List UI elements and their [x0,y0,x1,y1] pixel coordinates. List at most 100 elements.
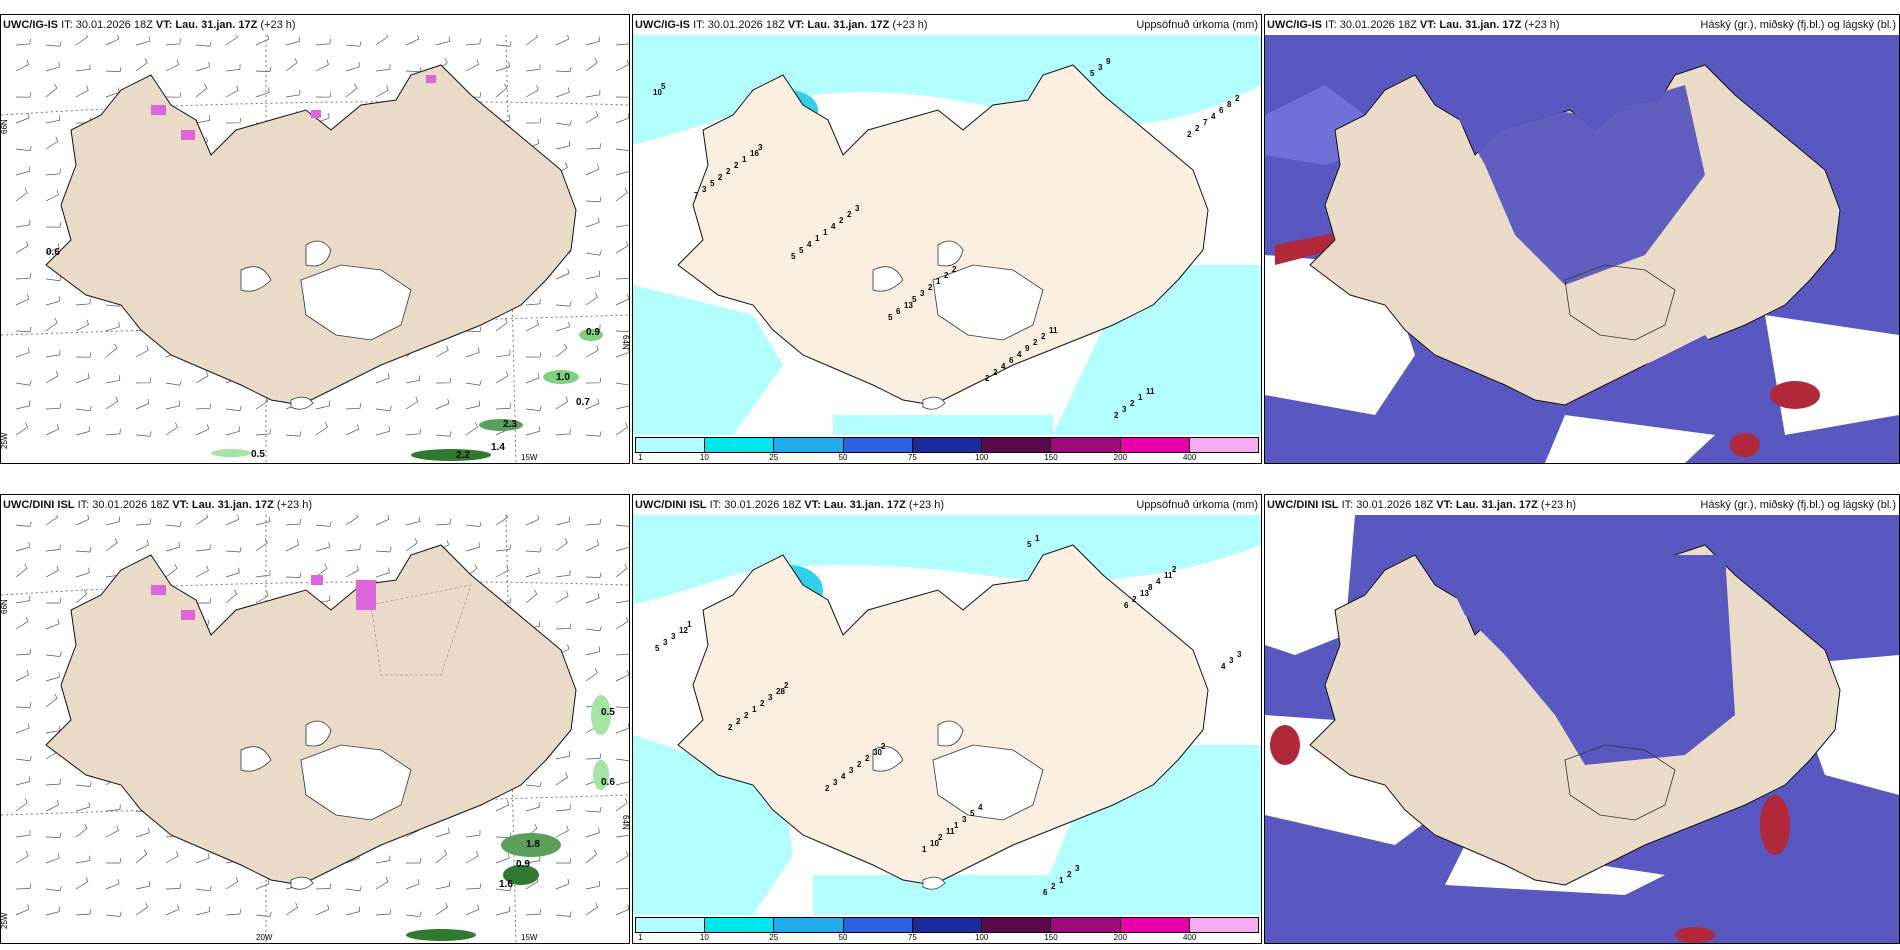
wind-barb [615,382,629,386]
wind-barb [615,723,629,734]
wind-barb [435,377,452,384]
precip-value-label: 4 [841,772,846,781]
map-wind[interactable]: 0.5 0.6 1.8 0.9 1.6 66N 64N 25W 20W 15W [1,515,629,943]
wind-barb [75,823,88,838]
precip-value-label: 9 [1025,344,1030,353]
precip-value-label: 2 [1051,882,1056,891]
wind-barb [165,380,182,386]
precip-value-label: 1 [823,228,828,237]
wind-barb [15,59,29,72]
panel-title: Háský (gr.), miðský (fj.bl.) og lágský (… [1700,499,1896,511]
panel-header: UWC/IG-IS IT: 30.01.2026 18Z VT: Lau. 31… [1265,15,1899,35]
wind-barb [465,521,482,527]
wind-barb [585,292,598,306]
wind-barb [225,567,240,578]
value-label: 0.7 [576,397,590,408]
panel-title: Uppsöfnuð úrkoma (mm) [1136,19,1258,31]
wind-barb [525,35,538,46]
precip-value-label: 5 [1090,69,1095,78]
wind-barb [345,515,359,526]
map-precip[interactable]: 5 3 3 2 11 11 10 16 2 2 2 1 2 1 2 1 2 2 8 2 4 2 9 3 6 2 1 3 4 2 4 2 1 5 6 9… [633,35,1261,463]
wind-barb [135,881,151,890]
wind-barb [525,319,539,332]
map-cloud[interactable] [1265,35,1899,463]
colorbar-segment [1051,918,1121,932]
wind-barb [615,542,629,552]
wind-barb [285,572,302,578]
wind-barb [285,57,298,72]
wind-barb [195,61,210,72]
map-precip[interactable]: 1 2 2 4 3 2 12 28 30 5 2 11 3 3 2 3 1 4 3 2 2 1 2 8 5 1 3 11 6 13 3 2 4 2… [633,515,1261,943]
colorbar-tick: 100 [974,453,989,462]
wind-barb [165,400,180,410]
wind-barb [345,906,360,916]
wind-barb [135,431,152,437]
wind-barb [195,853,210,864]
precip-value-label: 1 [815,234,820,243]
wind-barb [15,723,30,734]
wind-barb [405,538,418,552]
map-cloud[interactable] [1265,515,1899,943]
wind-barb [255,35,270,46]
precip-value-label: 11 [1164,571,1173,580]
wind-barb [615,347,629,358]
wind-barb [45,317,58,332]
wind-barb [615,330,629,333]
wind-barb [225,547,242,553]
iceland-landmass [677,64,1209,406]
model-name: UWC/IG-IS [635,19,690,31]
lead-time: (+23 h) [908,499,945,511]
wind-barb [75,426,90,436]
wind-barb [135,57,148,72]
wind-barb [15,240,29,254]
wind-barb [45,41,62,47]
wind-barb [285,89,301,98]
wind-barb [615,904,629,916]
colorbar-segment [843,918,913,932]
wind-barb [345,886,362,892]
wind-barb [555,911,572,917]
wind-barb [555,301,572,307]
colorbar-segment [982,918,1052,932]
precip-value-label: 3 [962,815,967,824]
map-svg: 1224321228305211332314322128513116133242… [633,515,1261,915]
precip-value-label: 30 [873,748,882,757]
wind-barb [615,294,629,306]
precip-value-label: 2 [938,833,943,842]
precip-value-label: 3 [920,289,925,298]
wind-barb [225,426,240,436]
wind-barb [15,113,30,124]
wind-barb [615,277,629,280]
wind-barb [375,426,390,436]
wind-barb [405,66,422,73]
wind-barb [585,89,601,98]
precip-value-label: 2 [1235,94,1240,103]
wind-barb [465,851,479,864]
wind-barb [555,538,568,552]
wind-barb [585,250,602,256]
wind-barb [375,855,391,864]
wind-barb [45,832,62,838]
wind-barb [375,85,389,98]
wind-barb [225,85,239,98]
value-label: 0.9 [586,327,600,338]
precip-value-label: 2 [1041,332,1046,341]
wind-barb [405,911,422,917]
panel-precip-ig: UWC/IG-IS IT: 30.01.2026 18Z VT: Lau. 31… [632,14,1262,464]
wind-barb [255,428,271,436]
wind-barb [525,64,541,72]
precip-labels: 5332111110162221212122824293621342421569… [653,57,1240,420]
precip-value-label: 16 [750,149,759,158]
wind-barb [255,538,268,552]
wind-barb [615,240,629,254]
panel-header: UWC/DINI ISL IT: 30.01.2026 18Z VT: Lau.… [633,495,1261,515]
wind-barb [45,189,59,202]
precip-value-label: 5 [661,82,666,91]
wind-barb [375,876,389,890]
map-wind[interactable]: 0.6 0.9 1.0 0.7 2.3 1.4 2.2 0.5 66N 64N … [1,35,629,463]
wind-barb [285,36,300,46]
wind-barb [495,83,508,98]
precip-value-label: 4 [1211,112,1216,121]
colorbar-segment [912,918,983,932]
wind-barb [345,83,358,98]
